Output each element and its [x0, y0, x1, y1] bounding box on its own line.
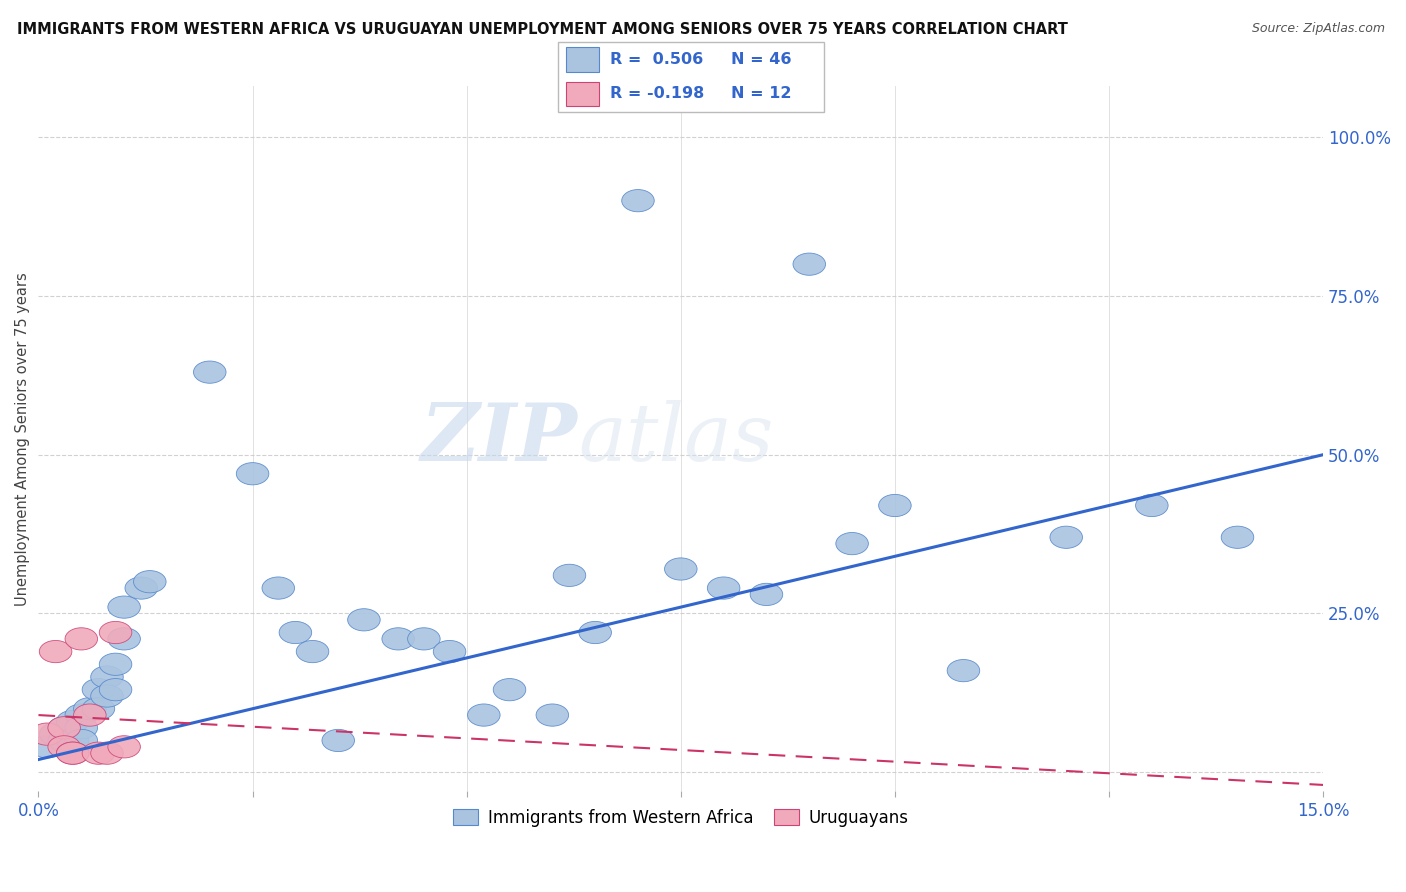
Ellipse shape	[297, 640, 329, 663]
Ellipse shape	[322, 730, 354, 752]
Ellipse shape	[665, 558, 697, 580]
Ellipse shape	[56, 742, 89, 764]
FancyBboxPatch shape	[567, 47, 599, 71]
FancyBboxPatch shape	[558, 42, 824, 112]
Text: ZIP: ZIP	[422, 401, 578, 477]
Ellipse shape	[82, 742, 115, 764]
Ellipse shape	[579, 622, 612, 644]
Text: N = 12: N = 12	[731, 86, 792, 101]
Ellipse shape	[100, 679, 132, 701]
Ellipse shape	[100, 622, 132, 644]
Ellipse shape	[1136, 494, 1168, 516]
Ellipse shape	[194, 361, 226, 384]
Ellipse shape	[56, 730, 89, 752]
Ellipse shape	[91, 685, 124, 707]
Text: atlas: atlas	[578, 401, 773, 477]
Ellipse shape	[108, 596, 141, 618]
Ellipse shape	[108, 736, 141, 758]
Ellipse shape	[91, 742, 124, 764]
Ellipse shape	[73, 704, 105, 726]
Ellipse shape	[125, 577, 157, 599]
Ellipse shape	[707, 577, 740, 599]
Ellipse shape	[948, 659, 980, 681]
Ellipse shape	[433, 640, 465, 663]
Ellipse shape	[536, 704, 568, 726]
Ellipse shape	[751, 583, 783, 606]
Ellipse shape	[879, 494, 911, 516]
Ellipse shape	[65, 704, 97, 726]
Ellipse shape	[1050, 526, 1083, 549]
Ellipse shape	[236, 463, 269, 485]
Ellipse shape	[835, 533, 869, 555]
Ellipse shape	[408, 628, 440, 650]
Ellipse shape	[31, 736, 63, 758]
Ellipse shape	[39, 723, 72, 745]
Ellipse shape	[468, 704, 501, 726]
Ellipse shape	[108, 628, 141, 650]
Ellipse shape	[134, 571, 166, 593]
Ellipse shape	[793, 253, 825, 276]
Ellipse shape	[82, 698, 115, 720]
Y-axis label: Unemployment Among Seniors over 75 years: Unemployment Among Seniors over 75 years	[15, 272, 30, 606]
Ellipse shape	[65, 716, 97, 739]
FancyBboxPatch shape	[567, 82, 599, 106]
Text: R = -0.198: R = -0.198	[610, 86, 704, 101]
Ellipse shape	[39, 640, 72, 663]
Ellipse shape	[56, 710, 89, 732]
Ellipse shape	[553, 565, 586, 586]
Ellipse shape	[262, 577, 294, 599]
Text: Source: ZipAtlas.com: Source: ZipAtlas.com	[1251, 22, 1385, 36]
Legend: Immigrants from Western Africa, Uruguayans: Immigrants from Western Africa, Uruguaya…	[446, 803, 915, 834]
Ellipse shape	[347, 608, 380, 631]
Text: R =  0.506: R = 0.506	[610, 52, 703, 67]
Ellipse shape	[48, 730, 80, 752]
Ellipse shape	[65, 730, 97, 752]
Text: IMMIGRANTS FROM WESTERN AFRICA VS URUGUAYAN UNEMPLOYMENT AMONG SENIORS OVER 75 Y: IMMIGRANTS FROM WESTERN AFRICA VS URUGUA…	[17, 22, 1067, 37]
Ellipse shape	[494, 679, 526, 701]
Ellipse shape	[100, 653, 132, 675]
Ellipse shape	[82, 679, 115, 701]
Ellipse shape	[48, 716, 80, 739]
Ellipse shape	[65, 628, 97, 650]
Ellipse shape	[1222, 526, 1254, 549]
Ellipse shape	[382, 628, 415, 650]
Ellipse shape	[73, 698, 105, 720]
Ellipse shape	[48, 716, 80, 739]
Ellipse shape	[56, 742, 89, 764]
Ellipse shape	[48, 736, 80, 758]
Ellipse shape	[621, 190, 654, 211]
Ellipse shape	[91, 665, 124, 688]
Text: N = 46: N = 46	[731, 52, 792, 67]
Ellipse shape	[280, 622, 312, 644]
Ellipse shape	[31, 723, 63, 745]
